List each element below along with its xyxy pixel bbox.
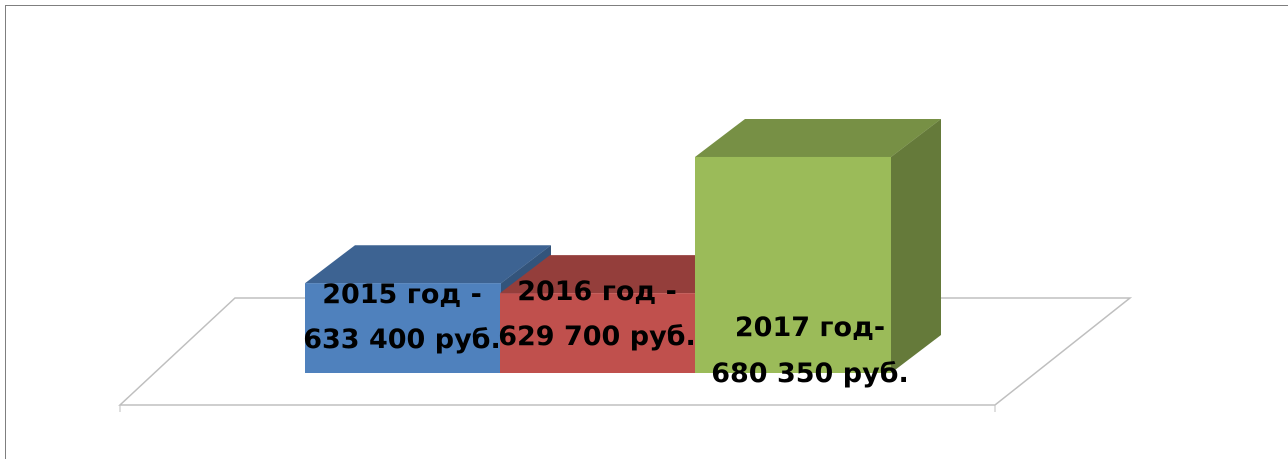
bar-front [695, 156, 891, 373]
bar-front [500, 293, 696, 373]
bar-front [305, 283, 501, 373]
data-label-line: 629 700 руб. [498, 321, 696, 352]
data-label-line: 2016 год - [517, 276, 677, 307]
bars [305, 118, 941, 373]
data-label-line: 2017 год- [735, 312, 885, 343]
bar-top [695, 118, 941, 157]
data-label-line: 2015 год - [322, 279, 482, 310]
bar-top [500, 255, 746, 294]
data-label: 2017 год- 680 350 руб. [711, 312, 909, 389]
bar-side [891, 118, 941, 373]
bar-top [305, 245, 551, 284]
chart-frame [5, 5, 1288, 459]
bar [695, 118, 941, 373]
data-label: 2015 год - 633 400 руб. [303, 279, 501, 355]
floor [118, 297, 1133, 406]
data-label: 2016 год - 629 700 руб. [498, 276, 696, 352]
data-label-line: 680 350 руб. [711, 358, 909, 389]
labels: 2015 год - 633 400 руб. 2016 год - 629 700 … [303, 276, 909, 389]
data-label-line: 633 400 руб. [303, 324, 501, 355]
